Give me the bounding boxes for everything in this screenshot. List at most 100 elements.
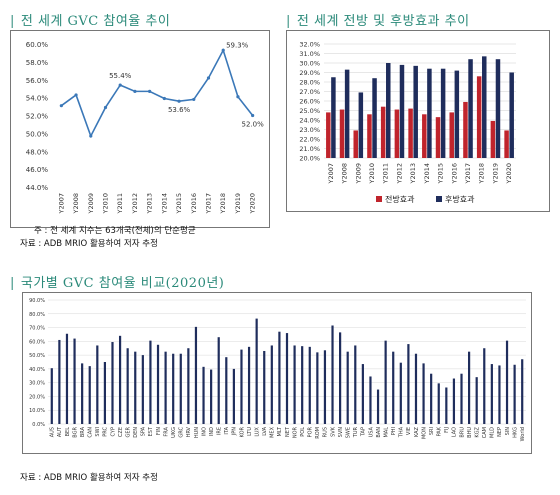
- chart1-frame: [10, 30, 270, 228]
- bar-backward: [468, 59, 473, 159]
- y-tick-label: 10.0%: [29, 408, 45, 414]
- data-point: [162, 96, 166, 101]
- country-bar: [521, 359, 524, 424]
- x-tick-label: Y2016: [450, 163, 458, 185]
- bar-backward: [440, 68, 446, 158]
- x-tick-label: NEP: [497, 427, 503, 437]
- x-tick-label: UKG: [171, 427, 177, 438]
- y-tick-label: 50.0%: [26, 130, 49, 138]
- x-tick-label: IRE: [217, 427, 223, 435]
- country-bar: [156, 344, 160, 424]
- y-tick-label: 90.0%: [29, 298, 45, 304]
- country-bar: [270, 345, 273, 424]
- x-tick-label: CAN: [88, 427, 94, 438]
- y-tick-label: 26.0%: [299, 98, 320, 106]
- y-tick-label: 32.0%: [299, 41, 320, 49]
- bar-backward: [413, 65, 418, 158]
- x-tick-label: CZE: [118, 427, 124, 437]
- country-bar: [164, 351, 167, 424]
- x-tick-label: MEX: [270, 426, 276, 437]
- bar-backward: [372, 78, 377, 158]
- x-tick-label: KOR: [239, 426, 245, 437]
- x-tick-label: SIN: [505, 427, 511, 436]
- y-tick-label: 40.0%: [29, 367, 45, 373]
- x-tick-label: Y2009: [87, 193, 95, 215]
- x-tick-label: FIJ: [444, 427, 450, 433]
- country-bar: [384, 340, 387, 424]
- x-tick-label: MON: [421, 427, 427, 439]
- country-bar: [339, 332, 342, 424]
- chart2-title-text: 전 세계 전방 및 후방효과 추이: [296, 14, 470, 29]
- data-label: 55.4%: [109, 72, 132, 80]
- y-tick-label: 20.0%: [299, 155, 320, 163]
- bar-forward: [422, 114, 427, 158]
- x-tick-label: CYP: [110, 427, 116, 436]
- x-tick-label: Y2014: [423, 163, 431, 185]
- bar-backward: [331, 77, 336, 158]
- country-bar: [452, 378, 456, 424]
- x-tick-label: BRU: [459, 427, 465, 438]
- country-bar: [50, 368, 53, 424]
- y-tick-label: 60.0%: [29, 339, 45, 345]
- x-tick-label: MAL: [383, 427, 389, 438]
- x-tick-label: Y2011: [382, 163, 390, 185]
- x-tick-label: BEL: [65, 427, 71, 437]
- forward-backward-bar-chart: 20.0% 21.0%22.0% 23.0%24.0% 25.0%26.0% 27.0%…: [286, 30, 550, 212]
- x-tick-label: NOR: [292, 426, 298, 438]
- x-tick-label: BAN: [376, 427, 382, 438]
- x-tick-label: HRV: [186, 426, 192, 437]
- x-tick-label: Y2010: [368, 163, 376, 185]
- x-tick-label: AUT: [57, 426, 63, 437]
- bar-forward: [449, 112, 454, 158]
- x-tick-label: LTU: [247, 427, 253, 436]
- y-tick-label: 25.0%: [299, 107, 320, 115]
- country-bar: [172, 353, 175, 424]
- country-bar: [498, 365, 501, 424]
- country-bar: [278, 331, 281, 424]
- data-label: 59.3%: [226, 41, 249, 49]
- x-tick-label: MLT: [277, 426, 283, 436]
- x-tick-label: SVK: [330, 426, 336, 437]
- country-bar: [331, 325, 334, 424]
- chart3-frame: [22, 292, 532, 454]
- country-bar: [407, 344, 410, 424]
- country-bar: [475, 377, 478, 424]
- data-point: [103, 105, 108, 110]
- bar-forward: [394, 109, 400, 158]
- country-bar: [96, 345, 99, 424]
- note-text: 주 : 전 세계 지수는 63개국(전체)의 단순평균: [34, 226, 196, 236]
- chart1-title-text: 전 세계 GVC 참여율 추이: [20, 14, 171, 29]
- x-tick-label: Y2012: [131, 193, 139, 215]
- x-tick-label: Y2020: [249, 193, 257, 215]
- x-tick-label: SWI: [95, 427, 101, 437]
- x-tick-label: Y2009: [354, 163, 362, 185]
- chart3-title: | 국가별 GVC 참여율 비교(2020년): [10, 272, 224, 291]
- x-tick-label: JPN: [232, 427, 238, 436]
- x-tick-label: Y2018: [478, 163, 486, 185]
- y-tick-label: 30.0%: [299, 60, 320, 68]
- y-tick-label: 21.0%: [299, 145, 320, 153]
- y-tick-label: 70.0%: [29, 326, 45, 332]
- x-tick-label: Y2015: [175, 193, 183, 215]
- x-tick-label: GER: [125, 426, 131, 437]
- x-tick-label: Y2012: [395, 163, 403, 185]
- x-tick-label: IND: [209, 427, 215, 436]
- country-bar: [247, 346, 251, 424]
- x-tick-label: Y2019: [491, 163, 499, 185]
- bar-forward: [490, 120, 496, 158]
- title-bar-mark: |: [10, 276, 15, 291]
- data-point: [148, 89, 152, 93]
- bar-backward: [386, 63, 391, 158]
- x-tick-label: INO: [201, 427, 207, 436]
- data-label: 53.6%: [168, 106, 191, 114]
- y-tick-label: 28.0%: [299, 79, 320, 87]
- x-tick-label: LVA: [262, 426, 268, 435]
- bar-backward: [358, 92, 364, 158]
- country-bar: [414, 353, 418, 424]
- country-bar: [126, 348, 129, 424]
- x-tick-label: FIN: [156, 427, 162, 435]
- country-bar: [354, 345, 357, 424]
- country-bar: [194, 326, 198, 424]
- x-tick-label: RUS: [323, 427, 329, 437]
- bar-forward: [380, 106, 386, 158]
